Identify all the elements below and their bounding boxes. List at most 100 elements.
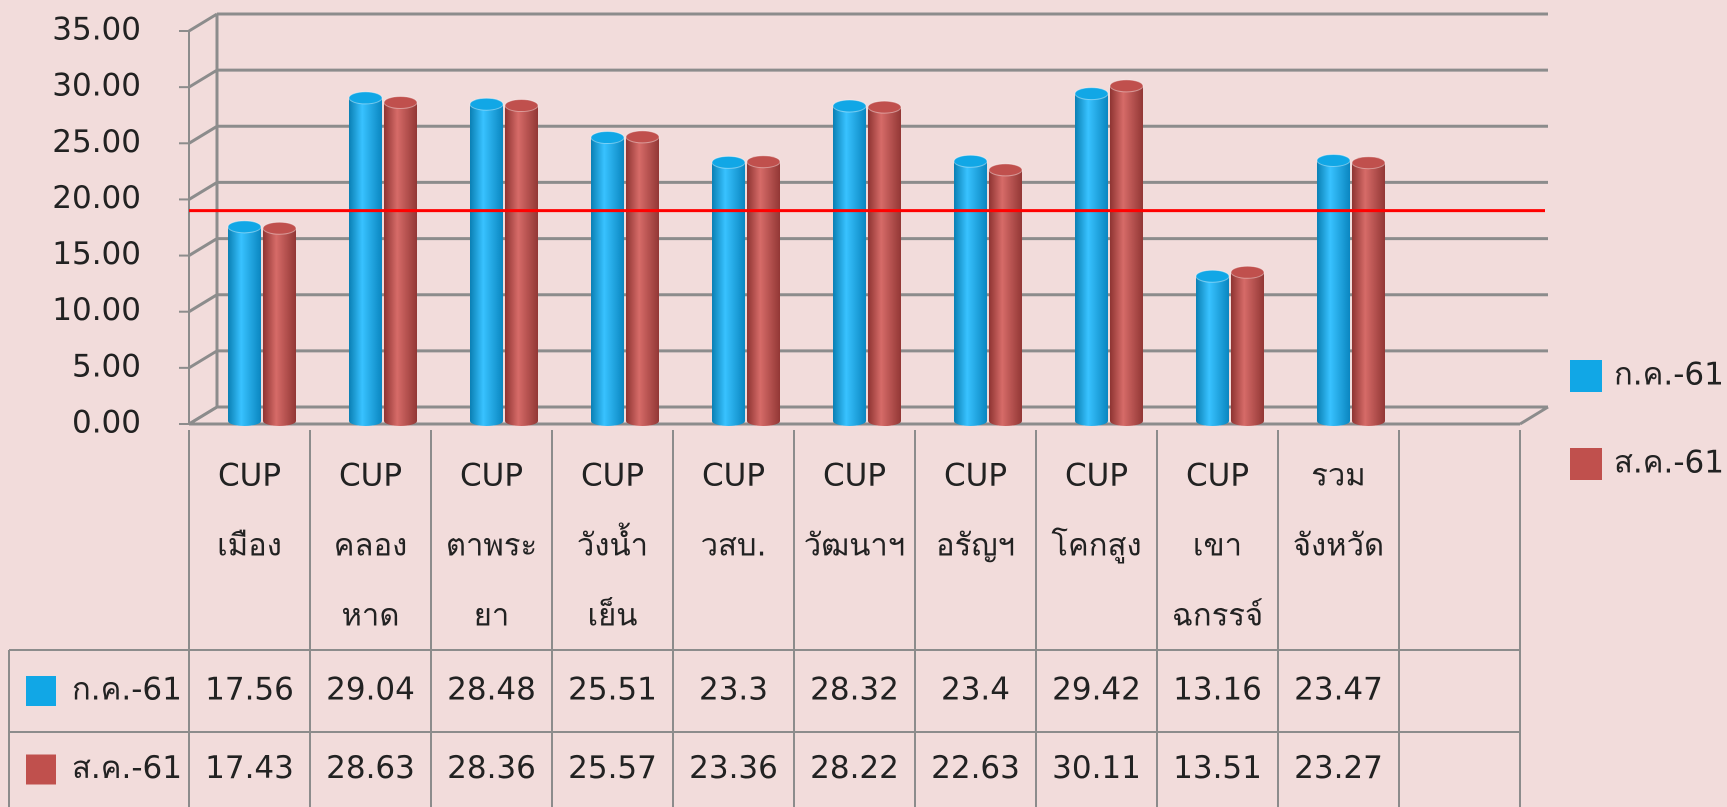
bar-bottom <box>868 416 901 426</box>
table-cell: 30.11 <box>1052 750 1141 786</box>
bar-body <box>384 102 417 421</box>
legend-key <box>1570 448 1602 480</box>
bar <box>348 91 383 426</box>
category-label: โคกสูง <box>1051 528 1141 564</box>
bar-top <box>711 155 746 169</box>
category-label: ฉกรรจ์ <box>1172 598 1263 634</box>
bar-body <box>1231 272 1264 421</box>
table-legend-key <box>26 676 56 706</box>
floor-right <box>1519 405 1549 426</box>
bar <box>227 220 262 426</box>
bar-bottom <box>228 416 261 426</box>
bar <box>1109 79 1144 426</box>
grid-line <box>188 349 218 370</box>
bar-top <box>1230 265 1265 279</box>
bar <box>953 154 988 426</box>
category-label: อรัญฯ <box>936 528 1015 564</box>
bar-body <box>989 169 1022 421</box>
category-label: จังหวัด <box>1293 528 1384 564</box>
grid-line <box>188 237 218 257</box>
table-cell: 25.57 <box>568 750 657 786</box>
bar <box>590 131 625 426</box>
bar-top <box>1195 269 1230 283</box>
category-label: เขา <box>1193 528 1242 564</box>
category-label: CUP <box>944 458 1007 494</box>
bar-bottom <box>1110 416 1143 426</box>
table-cell: 23.3 <box>699 672 768 708</box>
bar <box>625 130 660 426</box>
category-label: วัฒนาฯ <box>804 528 905 564</box>
bar-body <box>591 137 624 421</box>
category-label: CUP <box>702 458 765 494</box>
bar-bottom <box>1352 416 1385 426</box>
y-tick-label: 10.00 <box>52 292 141 328</box>
bar <box>504 99 539 426</box>
bar-body <box>1196 276 1229 421</box>
table-cell: 23.4 <box>941 672 1010 708</box>
bar-bottom <box>384 416 417 426</box>
grid-line <box>188 405 218 426</box>
bar-top <box>383 96 418 110</box>
bar-bottom <box>349 416 382 426</box>
bar <box>1316 153 1351 426</box>
bar-body <box>626 136 659 421</box>
table-cell: 23.36 <box>689 750 778 786</box>
table-cell: 28.32 <box>810 672 899 708</box>
y-tick-label: 30.00 <box>52 68 141 104</box>
table-cell: 17.56 <box>205 672 294 708</box>
category-label: คลอง <box>334 528 408 564</box>
category-label: CUP <box>339 458 402 494</box>
bar <box>1195 269 1230 426</box>
category-label: CUP <box>1186 458 1249 494</box>
bar-bottom <box>470 416 503 426</box>
bar-body <box>747 161 780 422</box>
bar-top <box>227 220 262 234</box>
bar-top <box>1316 153 1351 167</box>
bar-bottom <box>505 416 538 426</box>
bar-top <box>953 154 988 168</box>
y-tick-label: 35.00 <box>52 12 141 48</box>
table-cell: 17.43 <box>205 750 294 786</box>
y-tick-label: 20.00 <box>52 180 141 216</box>
table-cell: 23.27 <box>1294 750 1383 786</box>
grid-line <box>188 181 218 201</box>
bar-body <box>954 161 987 421</box>
bar-body <box>349 97 382 421</box>
bar-top <box>1109 79 1144 93</box>
bar-body <box>1352 162 1385 422</box>
category-label: CUP <box>581 458 644 494</box>
category-label: วังน้ำ <box>577 523 648 564</box>
bar-body <box>833 106 866 421</box>
bar-bottom <box>747 416 780 426</box>
bar <box>1230 265 1265 426</box>
bar-top <box>469 97 504 111</box>
category-label: ตาพระ <box>446 528 537 564</box>
bar-top <box>832 99 867 113</box>
grid-line <box>188 293 218 313</box>
bar-body <box>505 105 538 422</box>
bar-bottom <box>1196 416 1229 426</box>
category-label: CUP <box>218 458 281 494</box>
bar-bottom <box>263 416 296 426</box>
category-label: CUP <box>823 458 886 494</box>
bar-body <box>1075 93 1108 421</box>
grid-line <box>188 125 218 145</box>
bar <box>867 100 902 426</box>
table-cell: 23.47 <box>1294 672 1383 708</box>
table-cell: 28.48 <box>447 672 536 708</box>
bar-top <box>590 131 625 145</box>
table-cell: 29.04 <box>326 672 415 708</box>
bar-top <box>988 163 1023 177</box>
bar-body <box>712 162 745 422</box>
category-label: เมือง <box>217 528 282 564</box>
bar-bottom <box>591 416 624 426</box>
bar-top <box>348 91 383 105</box>
table-cell: 28.63 <box>326 750 415 786</box>
bar-top <box>1074 87 1109 101</box>
bar-bottom <box>833 416 866 426</box>
bar-body <box>868 107 901 422</box>
bar <box>469 97 504 426</box>
bar-bottom <box>989 416 1022 426</box>
y-tick-label: 15.00 <box>52 236 141 272</box>
